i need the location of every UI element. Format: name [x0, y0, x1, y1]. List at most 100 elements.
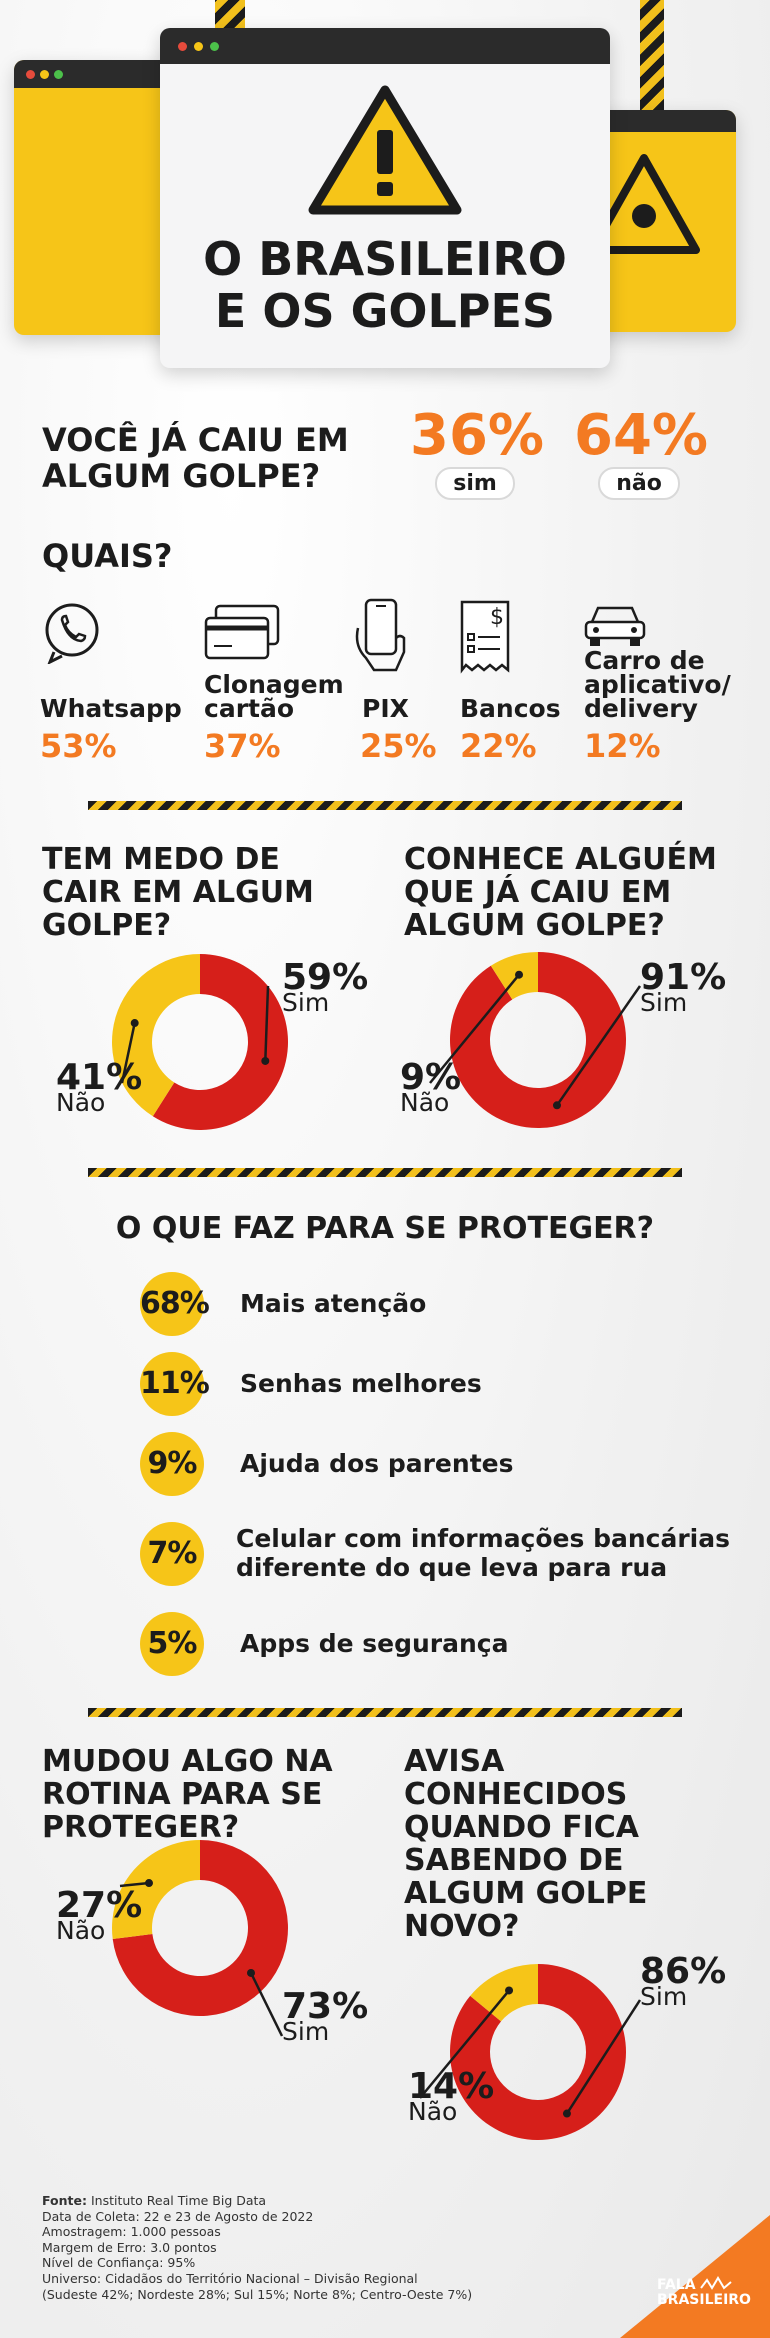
protect-label-4: Celular com informações bancárias difere…: [236, 1524, 730, 1582]
warning-icon: [308, 85, 462, 215]
whatsapp-icon: [45, 603, 99, 664]
donut-slice-sim: [450, 1964, 627, 2140]
leader-line: [429, 973, 520, 1084]
mudou-sim-label: 73% Sim: [282, 1986, 368, 2046]
quais-pct-whatsapp: 53%: [40, 727, 117, 765]
q1-no: 64% não: [574, 403, 709, 500]
protect-circle-3: 9%: [140, 1432, 204, 1496]
protect-circle-1: 68%: [140, 1272, 210, 1336]
leader-line: [555, 985, 642, 1107]
quais-pct-clonagem: 37%: [204, 727, 281, 765]
leader-line: [120, 1022, 136, 1084]
avisa-nao-pct: 14%: [408, 2066, 495, 2107]
donut-slice-no: [112, 1840, 200, 1940]
medo-sim-pct: 59%: [282, 957, 369, 998]
avisa-nao-text: Não: [408, 2097, 458, 2126]
q1-no-badge: não: [598, 467, 680, 500]
quais-label-carro: Carro de aplicativo/ delivery: [584, 646, 731, 723]
browser-window-center: O BRASILEIRO E OS GOLPES: [160, 28, 610, 368]
conhece-sim-text: Sim: [640, 988, 688, 1017]
hazard-divider: [88, 1708, 682, 1717]
medo-sim-text: Sim: [282, 988, 330, 1017]
q1-yes-pct: 36%: [410, 403, 545, 468]
quais-label-bancos: Bancos: [460, 694, 561, 723]
protect-label-1: Mais atenção: [240, 1289, 427, 1318]
mudou-nao-label: 27% Não: [56, 1885, 142, 1945]
leader-dot: [261, 1056, 270, 1065]
warning-skull-icon: [588, 154, 700, 254]
leader-line: [249, 1972, 284, 2037]
browser-titlebar: [160, 28, 610, 64]
leader-dot: [144, 1879, 153, 1888]
car-icon: [584, 606, 646, 646]
medo-sim-label: 59% Sim: [282, 957, 368, 1017]
logo-wave-icon: [700, 2276, 732, 2290]
donut-slice-no: [490, 952, 538, 1000]
leader-dot: [130, 1019, 139, 1028]
quais-pct-bancos: 22%: [460, 727, 537, 765]
medo-nao-label: 41% Não: [56, 1057, 142, 1117]
protect-label-3: Ajuda dos parentes: [240, 1449, 514, 1478]
leader-line: [264, 985, 270, 1062]
protect-label-5: Apps de segurança: [240, 1629, 509, 1658]
q1-yes-badge: sim: [435, 467, 515, 500]
medo-nao-pct: 41%: [56, 1057, 143, 1098]
leader-line: [565, 1999, 642, 2115]
mudou-nao-text: Não: [56, 1916, 106, 1945]
bank-document-icon: $: [460, 600, 510, 674]
hazard-divider: [88, 801, 682, 810]
svg-text:$: $: [490, 605, 504, 630]
quais-label-whatsapp: Whatsapp: [40, 694, 182, 723]
q-mudou: MUDOU ALGO NA ROTINA PARA SE PROTEGER?: [42, 1744, 333, 1845]
protect-label-2: Senhas melhores: [240, 1369, 482, 1398]
quais-label-pix: PIX: [362, 694, 409, 723]
avisa-sim-label: 86% Sim: [640, 1951, 726, 2011]
leader-dot: [505, 1986, 514, 1995]
fala-brasileiro-logo: FALA BRASILEIRO: [657, 2277, 751, 2308]
donut-slice-sim: [449, 952, 626, 1128]
conhece-sim-label: 91% Sim: [640, 957, 726, 1017]
quais-title: QUAIS?: [42, 537, 173, 575]
donut-slice-sim: [112, 1840, 289, 2016]
phone-hand-icon: [355, 598, 406, 672]
hazard-divider: [88, 1168, 682, 1177]
donut-slice-no: [470, 1964, 538, 2022]
conhece-nao-label: 9% Não: [400, 1057, 461, 1117]
footer-source: Fonte: Instituto Real Time Big Data Data…: [42, 2193, 473, 2302]
donut-slice-no: [111, 953, 200, 1117]
avisa-sim-text: Sim: [640, 1982, 688, 2011]
leader-line: [419, 1989, 511, 2099]
q1-yes: 36% sim: [410, 403, 545, 500]
avisa-sim-pct: 86%: [640, 1951, 727, 1992]
avisa-nao-label: 14% Não: [408, 2066, 494, 2126]
leader-dot: [562, 2109, 571, 2118]
quais-pct-pix: 25%: [360, 727, 437, 765]
protect-circle-5: 5%: [140, 1612, 204, 1676]
conhece-nao-text: Não: [400, 1088, 450, 1117]
q1-question: VOCÊ JÁ CAIU EM ALGUM GOLPE?: [42, 421, 349, 495]
medo-nao-text: Não: [56, 1088, 106, 1117]
conhece-nao-pct: 9%: [400, 1057, 462, 1098]
q-conhece: CONHECE ALGUÉM QUE JÁ CAIU EM ALGUM GOLP…: [404, 842, 717, 943]
mudou-nao-pct: 27%: [56, 1885, 143, 1926]
protect-circle-4: 7%: [140, 1522, 204, 1586]
leader-dot: [552, 1101, 561, 1110]
leader-dot: [515, 970, 524, 979]
leader-line: [119, 1881, 150, 1888]
protect-circle-2: 11%: [140, 1352, 210, 1416]
hazard-stripe-top-right: [640, 0, 664, 110]
protect-title: O QUE FAZ PARA SE PROTEGER?: [115, 1211, 655, 1246]
donut-slice-sim: [152, 954, 288, 1130]
quais-label-clonagem: Clonagem cartão: [204, 670, 344, 723]
page-title: O BRASILEIRO E OS GOLPES: [203, 232, 567, 338]
leader-dot: [247, 1968, 256, 1977]
conhece-sim-pct: 91%: [640, 957, 727, 998]
credit-card-icon: [204, 604, 280, 660]
mudou-sim-pct: 73%: [282, 1986, 369, 2027]
q-medo: TEM MEDO DE CAIR EM ALGUM GOLPE?: [42, 842, 314, 943]
q1-no-pct: 64%: [574, 403, 709, 468]
